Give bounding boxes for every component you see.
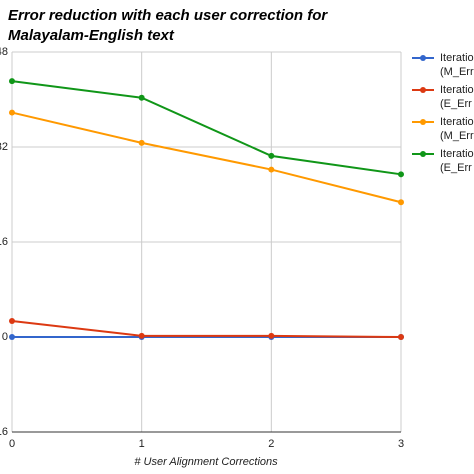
legend-swatch bbox=[420, 55, 426, 61]
legend-swatch bbox=[420, 87, 426, 93]
legend-label: Iteratio (M_Err bbox=[440, 52, 474, 78]
point bbox=[9, 317, 15, 324]
y-tick-label: 0.48 bbox=[0, 46, 8, 58]
x-axis-label: # User Alignment Corrections bbox=[134, 456, 278, 468]
x-tick-label: 2 bbox=[268, 438, 274, 450]
series-line bbox=[11, 111, 402, 204]
y-tick-label: 0.32 bbox=[0, 141, 8, 153]
x-tick-label: 1 bbox=[139, 438, 145, 450]
y-tick-label: 0.16 bbox=[0, 236, 8, 248]
point bbox=[9, 78, 15, 85]
chart-title: Error reduction with each user correctio… bbox=[8, 7, 328, 24]
y-tick-label: 0 bbox=[2, 331, 8, 343]
point bbox=[9, 334, 15, 340]
point bbox=[398, 199, 404, 206]
point bbox=[268, 152, 275, 159]
legend-label: Iteratio (E_Err bbox=[440, 148, 474, 174]
y-tick-label: -0.16 bbox=[0, 426, 8, 438]
legend-label: Iteratio (M_Err bbox=[440, 116, 474, 142]
x-tick-label: 0 bbox=[9, 438, 15, 450]
legend-swatch bbox=[420, 151, 426, 157]
point bbox=[9, 109, 15, 116]
legend-swatch bbox=[420, 119, 426, 125]
legend-label: Iteratio (E_Err bbox=[440, 84, 474, 110]
point bbox=[138, 139, 145, 146]
point bbox=[268, 332, 275, 339]
chart-title: Malayalam-English text bbox=[8, 27, 175, 44]
series-line bbox=[11, 319, 402, 338]
point bbox=[138, 332, 145, 339]
series-line bbox=[11, 80, 402, 176]
point bbox=[138, 94, 145, 101]
x-tick-label: 3 bbox=[398, 438, 404, 450]
point bbox=[268, 166, 275, 173]
point bbox=[398, 171, 404, 178]
point bbox=[398, 334, 404, 340]
